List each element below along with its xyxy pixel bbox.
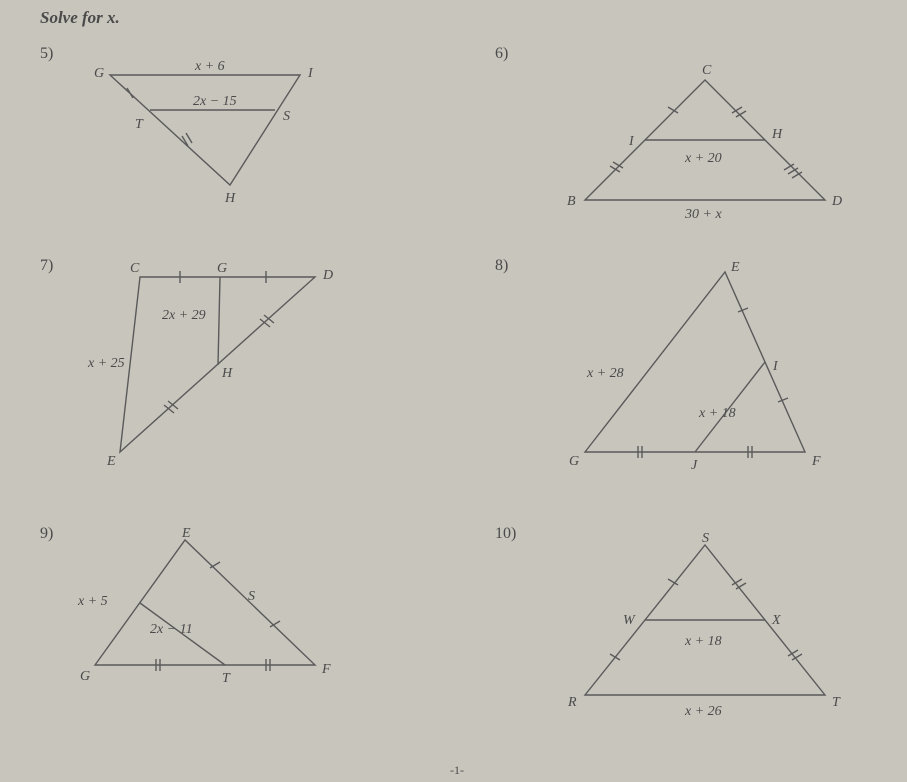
p7-G: G	[217, 261, 227, 276]
p5-I: I	[307, 66, 314, 81]
p10-R: R	[567, 695, 577, 710]
p10-mid: x + 18	[684, 634, 722, 649]
problem-10-num: 10)	[495, 525, 516, 543]
p5-mid: 2x − 15	[193, 94, 237, 109]
p10-T: T	[832, 695, 841, 710]
problem-6-num: 6)	[495, 45, 508, 63]
p7-D: D	[322, 268, 333, 283]
problem-6-figure: x + 20 30 + x B C D I H	[555, 60, 855, 225]
p10-X: X	[771, 613, 781, 628]
problem-7-figure: x + 25 2x + 29 C G D H E	[80, 257, 355, 472]
p8-mid: x + 18	[698, 406, 736, 421]
p8-J: J	[691, 458, 698, 473]
problem-9-figure: x + 5 2x − 11 E S G T F	[70, 525, 350, 690]
p6-C: C	[702, 63, 712, 78]
p9-E: E	[181, 526, 191, 541]
problem-9-num: 9)	[40, 525, 53, 543]
p5-top: x + 6	[194, 59, 225, 74]
p7-C: C	[130, 261, 140, 276]
p9-T: T	[222, 671, 231, 686]
p8-I: I	[772, 359, 779, 374]
p10-bot: x + 26	[684, 704, 722, 719]
p6-I: I	[628, 134, 635, 149]
p6-bot: 30 + x	[684, 207, 722, 222]
p8-E: E	[730, 260, 740, 275]
p9-S: S	[248, 589, 255, 604]
problem-8-figure: x + 28 x + 18 E I G J F	[555, 257, 845, 482]
problem-5-figure: x + 6 2x − 15 G I T S H	[80, 55, 340, 210]
p9-G: G	[80, 669, 90, 684]
p5-G: G	[94, 66, 104, 81]
problem-8-num: 8)	[495, 257, 508, 275]
p5-T: T	[135, 117, 144, 132]
p6-D: D	[831, 194, 842, 209]
p9-left: x + 5	[77, 594, 108, 609]
p9-mid: 2x − 11	[150, 622, 193, 637]
page-footer: -1-	[450, 763, 464, 778]
problem-7-num: 7)	[40, 257, 53, 275]
p8-left: x + 28	[586, 366, 624, 381]
p7-E: E	[106, 454, 116, 469]
p8-F: F	[811, 454, 821, 469]
p6-H: H	[771, 127, 783, 142]
p7-left: x + 25	[87, 356, 125, 371]
p8-G: G	[569, 454, 579, 469]
p6-B: B	[567, 194, 576, 209]
p10-S: S	[702, 531, 709, 546]
p5-H: H	[224, 191, 236, 206]
p7-H: H	[221, 366, 233, 381]
p5-S: S	[283, 109, 290, 124]
p6-mid: x + 20	[684, 151, 722, 166]
p7-mid: 2x + 29	[162, 308, 206, 323]
page-title: Solve for x.	[40, 8, 120, 28]
p9-F: F	[321, 662, 331, 677]
problem-5-num: 5)	[40, 45, 53, 63]
p10-W: W	[623, 613, 636, 628]
problem-10-figure: x + 18 x + 26 S W X R T	[555, 530, 855, 725]
